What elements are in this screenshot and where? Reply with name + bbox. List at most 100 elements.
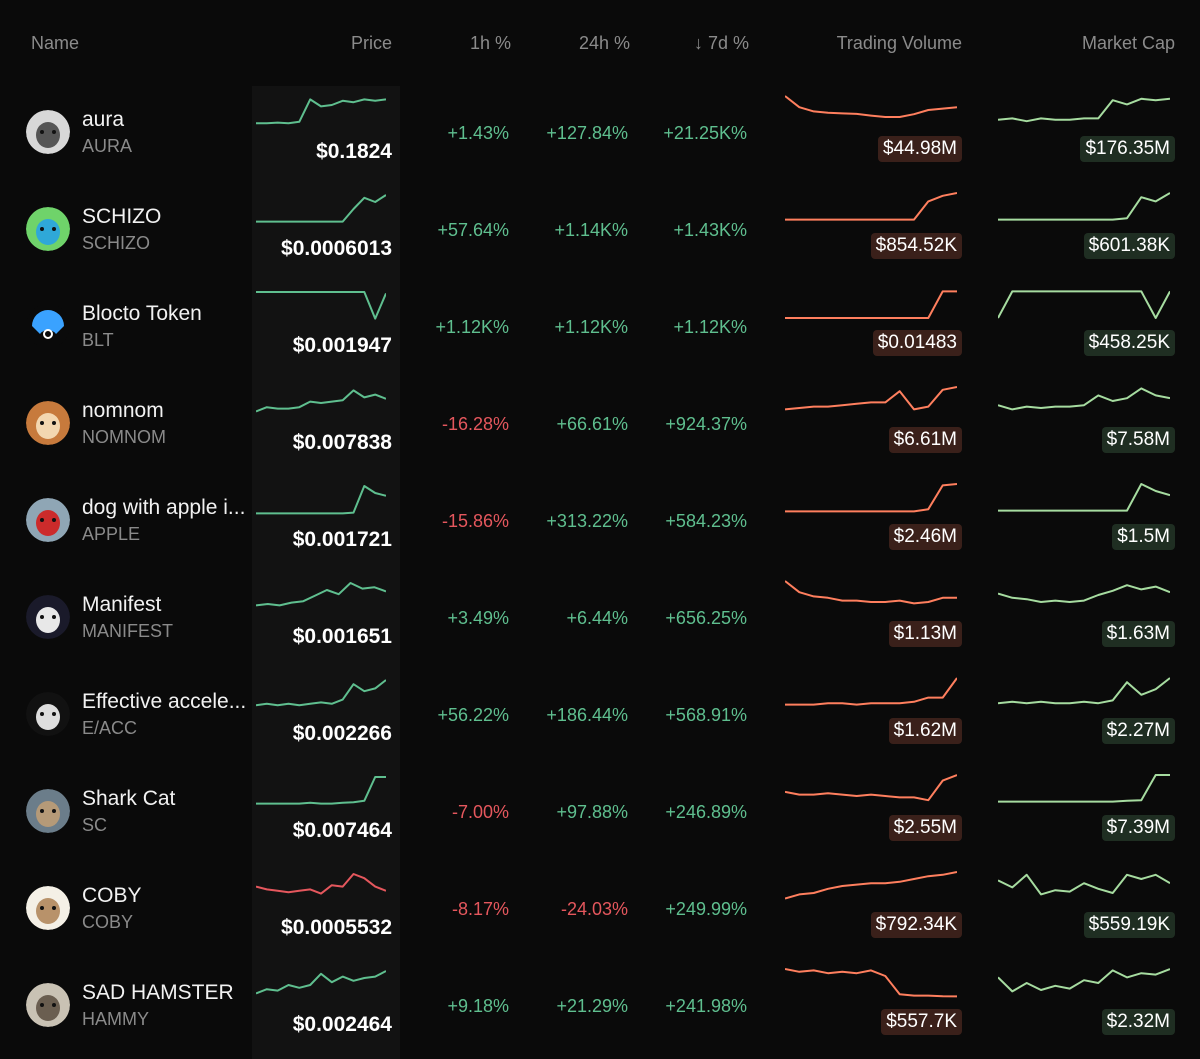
- sad-hamster-avatar-icon: [26, 983, 70, 1027]
- table-row[interactable]: dog with apple i... APPLE $0.001721 -15.86%…: [0, 474, 1200, 571]
- token-name[interactable]: SCHIZO: [82, 205, 162, 228]
- volume-badge: $1.62M: [888, 718, 962, 744]
- market-cap-sparkline: [998, 584, 1170, 603]
- market-cap-sparkline: [998, 290, 1170, 319]
- sparkline-path: [998, 192, 1170, 221]
- sparkline-path: [256, 970, 386, 995]
- table-row[interactable]: SCHIZO SCHIZO $0.0006013 +57.64% +1.14K% +1.4…: [0, 183, 1200, 280]
- price-sparkline: [256, 98, 386, 125]
- change-24h: +1.14K%: [554, 220, 628, 240]
- sparkline-path: [785, 774, 957, 802]
- token-price: $0.007464: [292, 819, 392, 842]
- sparkline-path: [785, 677, 957, 706]
- header-price[interactable]: Price: [350, 33, 392, 53]
- market-cap-sparkline: [998, 774, 1170, 803]
- header-market-cap[interactable]: Market Cap: [1081, 33, 1175, 53]
- header-24h[interactable]: 24h %: [578, 33, 630, 53]
- change-7d: +584.23%: [665, 511, 747, 531]
- change-24h: -24.03%: [560, 899, 628, 919]
- table-row[interactable]: aura AURA $0.1824 +1.43% +127.84% +21.25K% $44…: [0, 86, 1200, 183]
- token-price: $0.002266: [292, 722, 392, 745]
- token-name[interactable]: SAD HAMSTER: [82, 981, 234, 1004]
- table-header: Name Price 1h % 24h % ↓ 7d % Trading Vol…: [0, 0, 1200, 86]
- token-name[interactable]: Effective accele...: [82, 690, 247, 713]
- token-name[interactable]: Blocto Token: [82, 302, 202, 325]
- header-7d-sorted[interactable]: ↓ 7d %: [693, 33, 749, 53]
- price-sparkline: [256, 389, 386, 413]
- token-symbol: BLT: [82, 330, 114, 350]
- token-price: $0.002464: [292, 1013, 392, 1036]
- volume-sparkline: [785, 580, 957, 605]
- price-sparkline: [256, 776, 386, 805]
- change-1h: +56.22%: [437, 705, 509, 725]
- sparkline-path: [256, 485, 386, 515]
- volume-badge: $6.61M: [888, 427, 962, 453]
- sparkline-path: [785, 386, 957, 411]
- volume-sparkline: [785, 95, 957, 118]
- sparkline-path: [998, 968, 1170, 993]
- header-name[interactable]: Name: [31, 33, 80, 53]
- token-price: $0.0006013: [281, 237, 392, 260]
- sparkline-path: [998, 290, 1170, 319]
- white-cat-avatar-icon: [26, 595, 70, 639]
- volume-sparkline: [785, 774, 957, 802]
- volume-sparkline: [785, 871, 957, 900]
- sparkline-path: [998, 677, 1170, 705]
- token-symbol: SCHIZO: [82, 233, 151, 253]
- change-24h: +66.61%: [556, 414, 628, 434]
- shark-cat-avatar-icon: [26, 789, 70, 833]
- sparkline-path: [998, 387, 1170, 411]
- token-name[interactable]: Shark Cat: [82, 787, 176, 810]
- table-row[interactable]: COBY COBY $0.0005532 -8.17% -24.03% +249.99% $…: [0, 862, 1200, 959]
- market-cap-badge: $7.39M: [1101, 815, 1175, 841]
- change-7d: +568.91%: [665, 705, 747, 725]
- sparkline-path: [998, 584, 1170, 603]
- token-name[interactable]: COBY: [82, 884, 142, 907]
- change-1h: -16.28%: [441, 414, 509, 434]
- volume-sparkline: [785, 677, 957, 706]
- volume-sparkline: [785, 290, 957, 319]
- change-24h: +97.88%: [556, 802, 628, 822]
- table-row[interactable]: nomnom NOMNOM $0.007838 -16.28% +66.61% +924.…: [0, 377, 1200, 474]
- token-price: $0.0005532: [281, 916, 392, 939]
- sparkline-path: [256, 389, 386, 413]
- token-symbol: NOMNOM: [82, 427, 166, 447]
- token-price: $0.001651: [292, 625, 392, 648]
- table-row[interactable]: Effective accele... E/ACC $0.002266 +56.22%…: [0, 668, 1200, 765]
- change-1h: -7.00%: [451, 802, 509, 822]
- token-name[interactable]: dog with apple i...: [82, 496, 246, 519]
- change-24h: +6.44%: [566, 608, 628, 628]
- token-name[interactable]: aura: [82, 108, 125, 131]
- sparkline-path: [256, 98, 386, 125]
- table-row[interactable]: Shark Cat SC $0.007464 -7.00% +97.88% +246.89…: [0, 765, 1200, 862]
- table-row[interactable]: Blocto Token BLT $0.001947 +1.12K% +1.12K% +1…: [0, 280, 1200, 377]
- change-1h: +1.12K%: [435, 317, 509, 337]
- change-7d: +924.37%: [665, 414, 747, 434]
- market-cap-sparkline: [998, 97, 1170, 123]
- header-1h[interactable]: 1h %: [469, 33, 511, 53]
- price-sparkline: [256, 970, 386, 995]
- sparkline-path: [256, 291, 386, 320]
- token-symbol: MANIFEST: [82, 621, 174, 641]
- token-name[interactable]: nomnom: [82, 399, 164, 422]
- table-row[interactable]: SAD HAMSTER HAMMY $0.002464 +9.18% +21.29% +2…: [0, 959, 1200, 1056]
- change-7d: +249.99%: [665, 899, 747, 919]
- sparkline-path: [998, 873, 1170, 896]
- coby-dog-avatar-icon: [26, 886, 70, 930]
- blocto-logo-icon: [26, 304, 70, 348]
- market-cap-badge: $1.5M: [1112, 524, 1175, 550]
- market-cap-sparkline: [998, 968, 1170, 993]
- price-sparkline: [256, 679, 386, 707]
- sparkline-path: [785, 580, 957, 605]
- sparkline-path: [785, 95, 957, 118]
- token-symbol: AURA: [82, 136, 133, 156]
- table-row[interactable]: Manifest MANIFEST $0.001651 +3.49% +6.44% +65…: [0, 571, 1200, 668]
- market-cap-badge: $7.58M: [1101, 427, 1175, 453]
- header-trading-volume[interactable]: Trading Volume: [836, 33, 962, 53]
- volume-sparkline: [785, 483, 957, 513]
- change-7d: +246.89%: [665, 802, 747, 822]
- change-7d: +1.12K%: [673, 317, 747, 337]
- change-7d: +21.25K%: [663, 123, 747, 143]
- market-cap-sparkline: [998, 873, 1170, 896]
- token-name[interactable]: Manifest: [82, 593, 162, 616]
